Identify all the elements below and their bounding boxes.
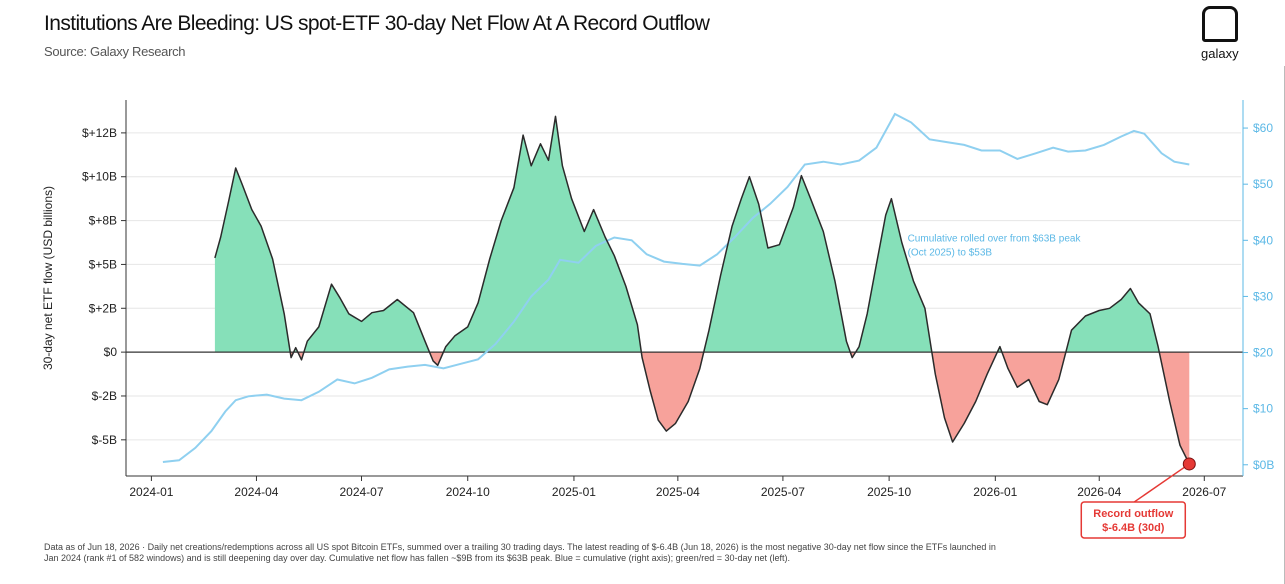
x-tick-label: 2025-07 bbox=[761, 485, 805, 499]
tick-labels: $-5B $-2B $0 $+2B $+5B $+8B $+10B $+12B $0B $10 $2… bbox=[41, 121, 1274, 499]
annotations: Cumulative rolled over from $63B peak (Oc… bbox=[908, 233, 1196, 539]
y2-tick-label: $40 bbox=[1253, 233, 1273, 247]
galaxy-logo: galaxy bbox=[1194, 6, 1250, 66]
positive-net-flow-area bbox=[214, 116, 1190, 353]
y-tick-label: $+10B bbox=[82, 170, 117, 184]
y2-tick-label: $10 bbox=[1253, 402, 1273, 416]
y2-tick-label: $60 bbox=[1253, 121, 1273, 135]
callout-arrow bbox=[1133, 463, 1190, 503]
x-tick-label: 2026-07 bbox=[1182, 485, 1226, 499]
footnote: Data as of Jun 18, 2026 · Daily net crea… bbox=[44, 542, 996, 563]
net-flow-line bbox=[214, 115, 1190, 465]
x-tick-label: 2024-01 bbox=[129, 485, 173, 499]
logo-text: galaxy bbox=[1201, 46, 1239, 61]
cumulative-flow-line bbox=[162, 112, 1190, 463]
axes bbox=[121, 100, 1248, 481]
net-flow-chart: $-5B $-2B $0 $+2B $+5B $+8B $+10B $+12B $0B $10 $2… bbox=[41, 100, 1274, 539]
y-tick-label: $+12B bbox=[82, 126, 117, 140]
x-tick-label: 2025-10 bbox=[867, 485, 911, 499]
x-tick-label: 2026-01 bbox=[973, 485, 1017, 499]
record-outflow-marker bbox=[1182, 457, 1196, 471]
y2-tick-label: $20 bbox=[1253, 346, 1273, 360]
y-tick-label: $-5B bbox=[92, 433, 117, 447]
y2-tick-label: $30 bbox=[1253, 289, 1273, 303]
callout-value: $-6.4B (30d) bbox=[1102, 522, 1165, 534]
negative-net-flow-area bbox=[290, 352, 1190, 464]
x-tick-label: 2024-07 bbox=[339, 485, 383, 499]
x-tick-label: 2024-04 bbox=[234, 485, 278, 499]
page-title: Institutions Are Bleeding: US spot-ETF 3… bbox=[44, 12, 710, 35]
y2-tick-label: $50 bbox=[1253, 177, 1273, 191]
x-tick-label: 2024-10 bbox=[446, 485, 490, 499]
y-tick-label: $0 bbox=[104, 345, 118, 359]
page-subtitle: Source: Galaxy Research bbox=[44, 44, 186, 59]
x-tick-label: 2025-04 bbox=[656, 485, 700, 499]
y-axis-label: 30-day net ETF flow (USD billions) bbox=[41, 186, 55, 370]
y-tick-label: $+5B bbox=[89, 257, 117, 271]
y-tick-label: $+8B bbox=[89, 214, 117, 228]
callout-title: Record outflow bbox=[1093, 508, 1173, 520]
galaxy-logo-icon bbox=[1202, 6, 1238, 42]
cumulative-annotation: Cumulative rolled over from $63B peak bbox=[908, 233, 1082, 244]
x-tick-label: 2025-01 bbox=[552, 485, 596, 499]
y2-tick-label: $0B bbox=[1253, 458, 1274, 472]
y-tick-label: $-2B bbox=[92, 389, 117, 403]
y-tick-label: $+2B bbox=[89, 301, 117, 315]
x-tick-label: 2026-04 bbox=[1077, 485, 1121, 499]
cumulative-annotation-line2: (Oct 2025) to $53B bbox=[908, 247, 993, 258]
callout-box bbox=[1080, 501, 1187, 539]
